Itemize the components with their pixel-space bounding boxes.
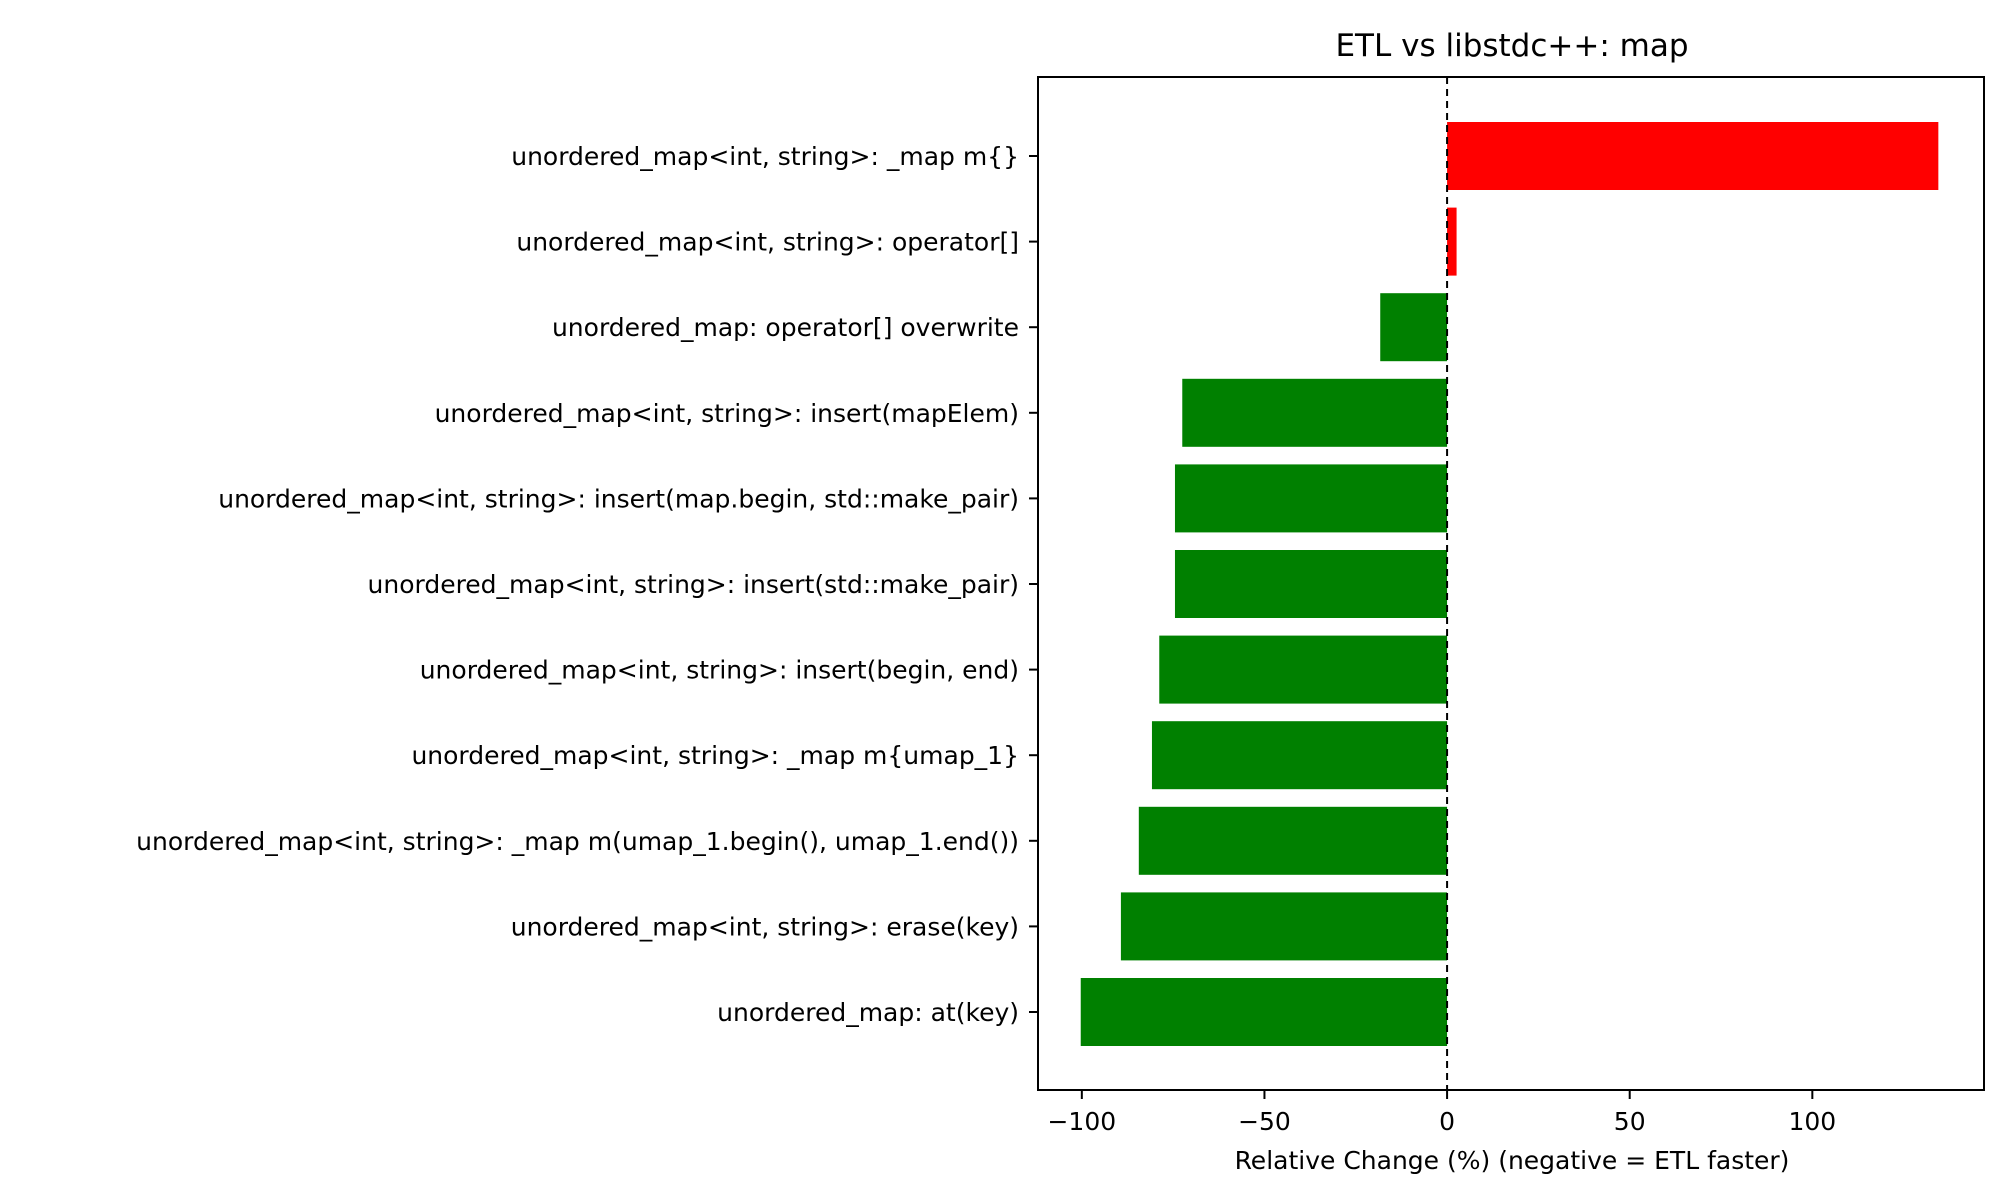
x-tick-label: 50	[1614, 1107, 1646, 1136]
x-axis-label: Relative Change (%) (negative = ETL fast…	[1235, 1146, 1790, 1175]
bar-7	[1151, 721, 1448, 790]
bar-5	[1174, 550, 1448, 618]
category-label: unordered_map<int, string>: _map m{}	[511, 142, 1019, 171]
y-axis: unordered_map<int, string>: _map m{} unor…	[136, 142, 1038, 1027]
category-label: unordered_map<int, string>: insert(map.b…	[218, 484, 1019, 513]
x-tick-label: −50	[1238, 1107, 1291, 1136]
bar-9	[1120, 892, 1448, 961]
x-tick-label: −100	[1047, 1107, 1116, 1136]
category-label: unordered_map<int, string>: erase(key)	[511, 912, 1019, 941]
x-tick-label: 100	[1788, 1107, 1836, 1136]
category-label: unordered_map<int, string>: insert(mapEl…	[435, 399, 1019, 428]
category-label: unordered_map<int, string>: operator[]	[516, 228, 1019, 257]
category-label: unordered_map<int, string>: insert(std::…	[368, 570, 1020, 599]
bar-4	[1174, 464, 1448, 533]
category-label: unordered_map: operator[] overwrite	[552, 313, 1019, 342]
x-axis: −100 −50 0 50 100	[1047, 1090, 1836, 1136]
bar-8	[1138, 806, 1448, 875]
bar-0	[1447, 122, 1939, 190]
x-tick-label: 0	[1439, 1107, 1455, 1136]
category-label: unordered_map: at(key)	[717, 998, 1019, 1027]
bar-2	[1380, 293, 1448, 362]
category-label: unordered_map<int, string>: _map m{umap_…	[411, 741, 1019, 770]
bar-1	[1447, 207, 1457, 276]
bar-10	[1080, 978, 1448, 1046]
bar-3	[1182, 378, 1448, 447]
category-label: unordered_map<int, string>: insert(begin…	[420, 656, 1019, 685]
bars-group	[1080, 122, 1939, 1046]
category-label: unordered_map<int, string>: _map m(umap_…	[136, 827, 1019, 856]
chart-title: ETL vs libstdc++: map	[1335, 28, 1688, 64]
bar-6	[1159, 635, 1448, 704]
